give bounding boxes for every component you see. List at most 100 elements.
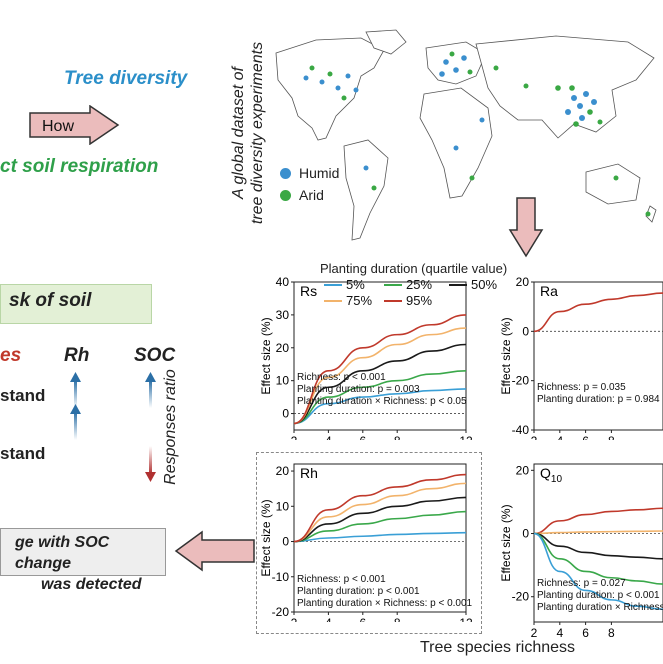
series-line-95 — [293, 314, 467, 425]
australia — [585, 163, 641, 205]
x-tick-label-3: 8 — [608, 434, 615, 440]
planting-legend-item-50: 50% — [449, 277, 497, 292]
x-tick-label-3: 8 — [394, 434, 401, 440]
responses-ratio-label: Responses ratio — [162, 369, 179, 485]
y-axis-label: Effect size (%) — [259, 317, 273, 394]
series-line-5 — [293, 388, 467, 425]
chart-ra: 20 0 -20 -402 4 6 8 Effect size (%) Ra Richness: … — [499, 275, 663, 440]
stat-text-0: Richness: p < 0.001 — [297, 574, 386, 585]
x-tick-label-2: 6 — [359, 616, 366, 622]
planting-legend-item-25: 25% — [384, 277, 432, 292]
greenland — [365, 29, 407, 55]
series-line-95 — [533, 292, 663, 333]
bottom-box-line-2: was detected — [41, 576, 142, 593]
series-line-95 — [293, 473, 467, 543]
rh-arrow-up-1 — [70, 372, 81, 408]
rh-arrow-up-2 — [70, 404, 81, 440]
y-tick-label-0: 40 — [276, 275, 290, 289]
stat-text-0: Richness: p = 0.035 — [537, 382, 626, 393]
y-tick-label-2: -20 — [512, 374, 530, 388]
world-map — [275, 29, 657, 241]
y-tick-label-0: 20 — [516, 463, 530, 477]
x-tick-label-1: 4 — [556, 434, 563, 440]
x-tick-label-0: 2 — [291, 616, 298, 622]
y-tick-label-0: 20 — [516, 275, 530, 289]
y-tick-label-2: -20 — [512, 590, 530, 604]
svg-text:5%: 5% — [346, 277, 365, 292]
rh-highlight-box — [256, 452, 482, 634]
y-tick-label-1: 10 — [276, 499, 290, 513]
plot-frame — [293, 281, 467, 431]
x-tick-label-0: 2 — [531, 626, 538, 638]
x-tick-label-2: 6 — [582, 434, 589, 440]
planting-legend-item-95: 95% — [384, 293, 432, 308]
down-arrow — [508, 197, 544, 258]
soil-respiration-label: ct soil respiration — [0, 156, 159, 177]
soc-arrow-up — [145, 372, 156, 408]
how-label: How — [42, 118, 74, 135]
planting-legend: 5% 25% 50% 75% 95% — [324, 277, 497, 308]
x-tick-label-0: 2 — [291, 434, 298, 440]
stat-text-1: Planting duration: p = 0.984 — [537, 394, 660, 405]
how-arrow: How — [29, 105, 120, 145]
row-1-label: stand — [0, 386, 46, 405]
y-tick-label-4: 0 — [282, 407, 289, 421]
series-line-75 — [533, 530, 663, 535]
column-header-rh: Rh — [64, 345, 90, 366]
africa — [419, 87, 493, 199]
plot-frame — [293, 463, 467, 613]
plot-frame — [533, 463, 663, 623]
series-line-50 — [293, 343, 467, 425]
y-axis-label: Effect size (%) — [499, 504, 513, 581]
stat-text-0: Richness: p < 0.001 — [297, 372, 386, 383]
series-line-95 — [533, 507, 663, 535]
y-tick-label-3: 10 — [276, 374, 290, 388]
bottom-box-line-1: ge with SOC change — [15, 534, 110, 572]
chart-q10: 20 0 -20 2 4 6 8 Effect size (%) Q10 Richness: p … — [499, 463, 663, 638]
x-tick-label-2: 6 — [359, 434, 366, 440]
legend-arid: Arid — [280, 184, 339, 206]
chart-rh: 20 10 0 -10 -202 4 6 8 12 Effect size (%) Rh Richne… — [259, 463, 473, 622]
svg-text:95%: 95% — [406, 293, 432, 308]
panel-title-Q10: Q10 — [540, 465, 562, 485]
y-tick-label-3: -40 — [512, 423, 530, 437]
planting-legend-item-75: 75% — [324, 293, 372, 308]
stat-text-1: Planting duration: p < 0.001 — [537, 590, 660, 601]
series-line-5 — [533, 532, 663, 611]
x-tick-label-1: 4 — [325, 434, 332, 440]
north-america — [275, 37, 385, 141]
series-line-75 — [293, 482, 467, 543]
y-axis-label: Effect size (%) — [259, 499, 273, 576]
panel-title-Rs: Rs — [300, 283, 317, 299]
risk-box: sk of soil — [0, 284, 152, 324]
stat-text-1: Planting duration: p = 0.003 — [297, 384, 420, 395]
x-tick-label-3: 8 — [394, 616, 401, 622]
legend-humid: Humid — [280, 162, 339, 184]
response-arrows — [70, 372, 156, 482]
plot-frame — [533, 281, 663, 431]
y-axis-label: Effect size (%) — [499, 317, 513, 394]
series-line-50 — [533, 532, 663, 560]
column-header-es: es — [0, 345, 22, 366]
x-tick-label-2: 6 — [582, 626, 589, 638]
svg-text:25%: 25% — [406, 277, 432, 292]
continents — [275, 29, 657, 241]
x-tick-label-1: 4 — [556, 626, 563, 638]
y-tick-label-2: 20 — [276, 341, 290, 355]
column-header-soc: SOC — [134, 345, 176, 366]
row-2-label: stand — [0, 444, 46, 463]
y-tick-label-1: 0 — [522, 527, 529, 541]
y-tick-label-2: 0 — [282, 535, 289, 549]
x-tick-label-0: 2 — [531, 434, 538, 440]
map-dots — [303, 51, 651, 217]
x-tick-label-4: 12 — [459, 616, 473, 622]
y-tick-label-0: 20 — [276, 464, 290, 478]
y-tick-label-4: -20 — [272, 605, 290, 619]
x-tick-label-3: 8 — [608, 626, 615, 638]
y-tick-label-1: 0 — [522, 324, 529, 338]
map-title-line-1: A global dataset of — [230, 67, 247, 199]
bottom-conclusion-box: ge with SOC change was detected — [0, 528, 166, 593]
svg-text:75%: 75% — [346, 293, 372, 308]
stat-text-2: Planting duration × Richness: p < 0.05 — [297, 396, 467, 407]
y-tick-label-1: 30 — [276, 308, 290, 322]
